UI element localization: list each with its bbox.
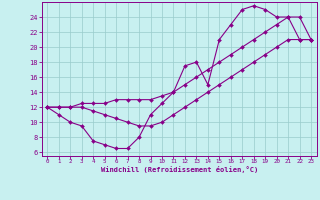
X-axis label: Windchill (Refroidissement éolien,°C): Windchill (Refroidissement éolien,°C) — [100, 166, 258, 173]
